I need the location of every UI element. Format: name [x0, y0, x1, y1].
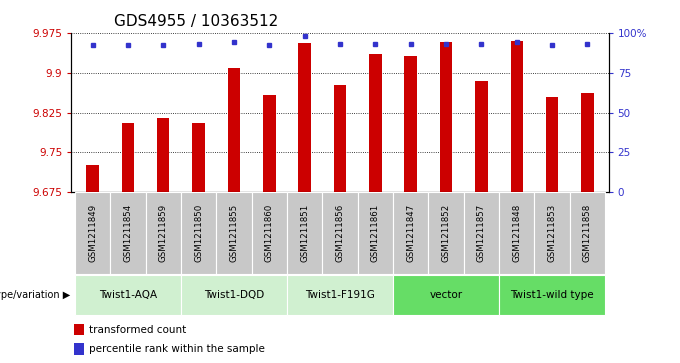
Bar	[428, 192, 464, 274]
Text: GSM1211852: GSM1211852	[441, 204, 451, 262]
Text: GSM1211849: GSM1211849	[88, 204, 97, 262]
Text: GSM1211857: GSM1211857	[477, 204, 486, 262]
Bar	[570, 192, 605, 274]
Text: GSM1211855: GSM1211855	[229, 204, 239, 262]
Text: GSM1211853: GSM1211853	[547, 204, 556, 262]
Text: GSM1211860: GSM1211860	[265, 204, 274, 262]
Text: GSM1211858: GSM1211858	[583, 204, 592, 262]
Bar	[216, 192, 252, 274]
Bar	[546, 97, 558, 192]
Text: GSM1211854: GSM1211854	[124, 204, 133, 262]
Text: GSM1211861: GSM1211861	[371, 204, 380, 262]
Bar	[74, 343, 84, 355]
Bar	[75, 275, 181, 315]
Bar	[181, 275, 287, 315]
Text: GSM1211851: GSM1211851	[300, 204, 309, 262]
Bar	[358, 192, 393, 274]
Bar	[405, 56, 417, 192]
Text: GSM1211856: GSM1211856	[335, 204, 345, 262]
Bar	[287, 192, 322, 274]
Text: percentile rank within the sample: percentile rank within the sample	[88, 344, 265, 354]
Text: Twist1-AQA: Twist1-AQA	[99, 290, 157, 300]
Bar	[263, 95, 275, 192]
Text: genotype/variation ▶: genotype/variation ▶	[0, 290, 70, 300]
Bar	[181, 192, 216, 274]
Bar	[74, 324, 84, 335]
Bar	[534, 192, 570, 274]
Bar	[499, 192, 534, 274]
Text: GSM1211859: GSM1211859	[159, 204, 168, 262]
Text: Twist1-F191G: Twist1-F191G	[305, 290, 375, 300]
Bar	[393, 192, 428, 274]
Bar	[299, 43, 311, 192]
Bar	[393, 275, 499, 315]
Bar	[252, 192, 287, 274]
Text: vector: vector	[430, 290, 462, 300]
Bar	[499, 275, 605, 315]
Bar	[440, 42, 452, 192]
Bar	[287, 275, 393, 315]
Text: Twist1-DQD: Twist1-DQD	[204, 290, 264, 300]
Text: transformed count: transformed count	[88, 325, 186, 335]
Bar	[75, 192, 110, 274]
Bar	[228, 68, 240, 192]
Text: GDS4955 / 10363512: GDS4955 / 10363512	[114, 14, 279, 29]
Bar	[511, 41, 523, 192]
Bar	[322, 192, 358, 274]
Bar	[110, 192, 146, 274]
Bar	[581, 93, 594, 192]
Bar	[192, 123, 205, 192]
Text: Twist1-wild type: Twist1-wild type	[510, 290, 594, 300]
Text: GSM1211847: GSM1211847	[406, 204, 415, 262]
Bar	[464, 192, 499, 274]
Text: GSM1211850: GSM1211850	[194, 204, 203, 262]
Bar	[157, 118, 169, 192]
Bar	[334, 85, 346, 192]
Bar	[369, 54, 381, 192]
Bar	[146, 192, 181, 274]
Bar	[86, 165, 99, 192]
Text: GSM1211848: GSM1211848	[512, 204, 521, 262]
Bar	[122, 123, 134, 192]
Bar	[475, 81, 488, 192]
